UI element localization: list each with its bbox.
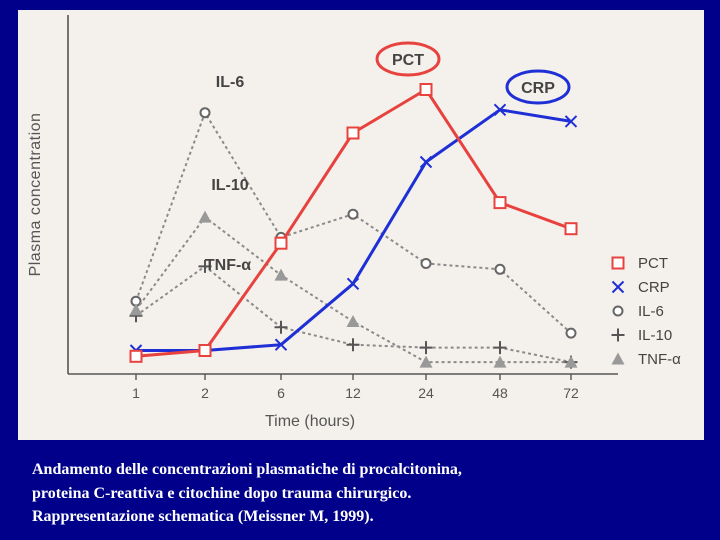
legend-label: CRP (638, 279, 670, 296)
legend-marker (611, 352, 625, 365)
data-point (419, 355, 433, 368)
annotation-ring (505, 69, 571, 105)
data-point (419, 155, 433, 169)
x-tick-label: 24 (418, 385, 434, 401)
data-point (419, 83, 433, 96)
x-tick-label: 2 (201, 385, 209, 401)
caption-line-3: Rappresentazione schematica (Meissner M,… (32, 508, 374, 525)
data-point (347, 208, 359, 220)
annotation-label: IL-6 (216, 74, 245, 91)
chart-panel: 1 2 6 12 24 48 72 Time (hours) Plasma concentrat… (18, 10, 704, 440)
data-point (420, 258, 432, 269)
data-point (493, 103, 507, 117)
annotation-label: PCT (392, 52, 424, 69)
data-point (198, 210, 212, 223)
figure-caption: Andamento delle concentrazioni plasmatic… (32, 458, 692, 529)
legend-label: PCT (638, 255, 668, 272)
legend: PCT CRP IL-6 IL-10 TNF-α (611, 255, 681, 368)
legend-marker (611, 256, 625, 270)
legend-marker (611, 328, 625, 342)
data-point (129, 303, 143, 316)
y-axis-label: Plasma concentration (27, 113, 44, 277)
caption-line-2: proteina C-reattiva e citochine dopo tra… (32, 484, 412, 502)
series-pct (129, 83, 578, 363)
data-point (494, 263, 506, 275)
data-point (564, 115, 578, 128)
annotation-label: IL-10 (211, 177, 248, 194)
data-point (129, 349, 143, 363)
data-point (346, 277, 360, 291)
annotation-layer: PCT CRP IL-6 IL-10 TNF-α (205, 41, 571, 274)
data-point (198, 259, 212, 273)
legend-label: IL-10 (638, 327, 672, 344)
data-point (564, 222, 578, 236)
data-point (346, 315, 360, 327)
series-line (136, 108, 572, 352)
x-tick-label: 48 (492, 385, 508, 401)
data-point (564, 355, 578, 368)
data-point (274, 320, 288, 334)
data-point (419, 341, 433, 355)
x-axis-label: Time (hours) (265, 413, 355, 430)
data-point (199, 107, 211, 119)
data-point (198, 344, 212, 357)
data-point (274, 236, 288, 250)
data-point (565, 327, 577, 339)
legend-marker (612, 305, 624, 317)
annotation-label: CRP (521, 80, 555, 97)
data-point (346, 338, 360, 352)
caption-line-1: Andamento delle concentrazioni plasmatic… (32, 461, 462, 478)
legend-marker (611, 280, 625, 294)
series-tnf (129, 210, 578, 368)
x-tick-label: 72 (563, 385, 579, 401)
legend-label: IL-6 (638, 303, 664, 320)
data-point (493, 355, 507, 368)
legend-label: TNF-α (638, 351, 681, 368)
x-tick-label: 6 (277, 385, 285, 401)
data-point (346, 126, 360, 140)
annotation-label: TNF-α (205, 257, 251, 274)
x-tick-label: 12 (345, 385, 361, 401)
data-point (493, 341, 507, 355)
data-point (493, 196, 507, 210)
data-point (274, 338, 288, 351)
x-tick-label: 1 (132, 385, 140, 401)
data-point (274, 268, 288, 281)
series-il6 (130, 107, 577, 339)
series-layer (129, 83, 578, 369)
annotation-ring (375, 41, 441, 77)
